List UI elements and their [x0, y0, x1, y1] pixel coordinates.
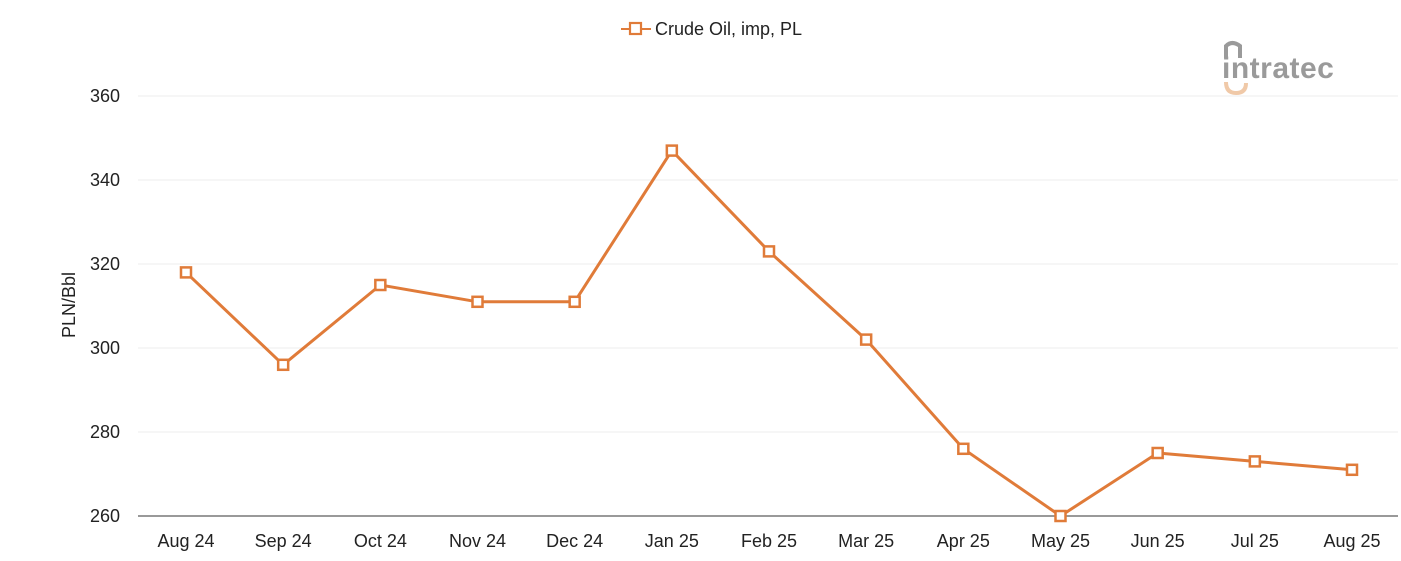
legend-marker-icon	[628, 21, 643, 36]
y-axis-label: PLN/Bbl	[59, 272, 79, 338]
x-tick-label: Aug 24	[157, 531, 214, 551]
x-tick-label: Jun 25	[1131, 531, 1185, 551]
gridlines	[138, 95, 1398, 433]
x-tick-label: Aug 25	[1323, 531, 1380, 551]
x-tick-label: Apr 25	[937, 531, 990, 551]
legend-label: Crude Oil, imp, PL	[655, 19, 802, 39]
series-line	[184, 149, 1353, 518]
x-tick-label: Nov 24	[449, 531, 506, 551]
data-point[interactable]	[471, 295, 484, 309]
data-point[interactable]	[1054, 509, 1067, 523]
y-tick-label: 340	[90, 170, 120, 190]
series-group	[179, 144, 1359, 523]
x-tick-label: Mar 25	[838, 531, 894, 551]
logo-accent-icon	[1224, 81, 1248, 96]
data-point[interactable]	[276, 358, 290, 372]
data-point[interactable]	[179, 266, 193, 279]
x-tick-label: Sep 24	[255, 531, 312, 551]
data-point[interactable]	[374, 278, 387, 292]
x-tick-label: Dec 24	[546, 531, 603, 551]
x-tick-label: Oct 24	[354, 531, 407, 551]
data-point[interactable]	[665, 144, 679, 157]
logo-mark-icon	[1224, 41, 1242, 58]
data-point[interactable]	[859, 333, 873, 346]
y-tick-label: 300	[90, 338, 120, 358]
y-tick-label: 320	[90, 254, 120, 274]
x-tick-label: May 25	[1031, 531, 1090, 551]
y-tick-label: 360	[90, 86, 120, 106]
legend[interactable]: Crude Oil, imp, PL	[621, 19, 802, 39]
y-tick-label: 260	[90, 506, 120, 526]
y-tick-label: 280	[90, 422, 120, 442]
data-point[interactable]	[1248, 455, 1262, 468]
x-tick-label: Feb 25	[741, 531, 797, 551]
x-tick-label: Jul 25	[1231, 531, 1279, 551]
axes: 260 280 300 320 340 360 Aug 24 Sep 24 Oct 24 Nov …	[90, 86, 1398, 551]
intratec-logo: intratec	[1222, 41, 1334, 96]
data-point[interactable]	[1151, 446, 1164, 460]
data-point[interactable]	[1345, 463, 1359, 477]
x-tick-label: Jan 25	[645, 531, 699, 551]
data-point[interactable]	[762, 245, 776, 258]
data-point[interactable]	[568, 295, 581, 309]
logo-text: intratec	[1222, 52, 1334, 85]
data-point[interactable]	[957, 442, 970, 456]
